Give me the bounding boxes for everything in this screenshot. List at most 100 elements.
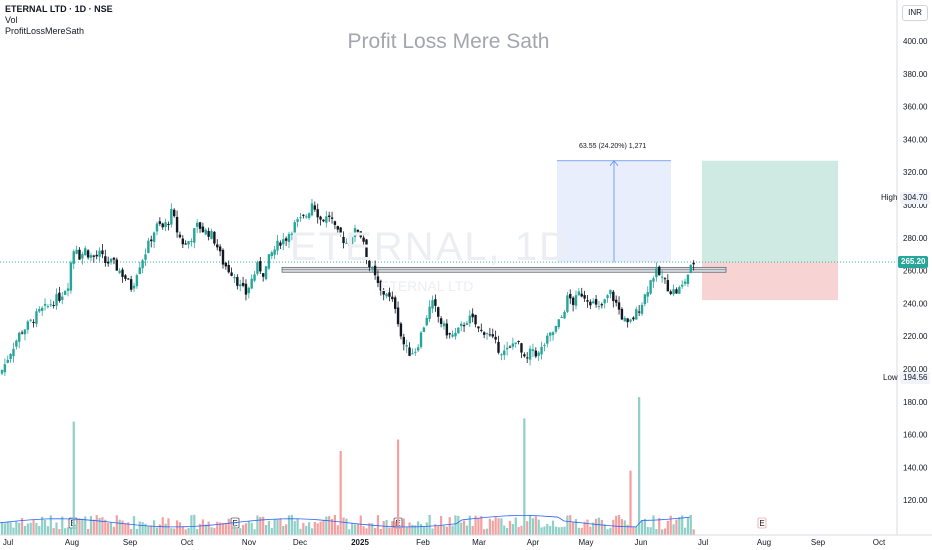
volume-bar <box>270 528 273 535</box>
symbol-line[interactable]: ETERNAL LTD · 1D · NSE <box>5 4 113 14</box>
candle <box>523 354 526 357</box>
x-tick-label: Oct <box>181 538 194 547</box>
candle <box>629 319 632 322</box>
candle <box>170 209 173 225</box>
candle <box>680 284 684 287</box>
volume-bar <box>333 515 337 535</box>
candle <box>460 323 463 327</box>
volume-bar <box>692 529 695 535</box>
candle <box>368 260 371 268</box>
volume-bar <box>526 521 529 535</box>
indicator-vol[interactable]: Vol <box>5 15 18 25</box>
volume-bar <box>391 521 394 535</box>
volume-bar <box>689 514 692 535</box>
volume-bar <box>574 519 578 535</box>
volume-bar <box>445 526 448 535</box>
y-tick-label: 340.00 <box>903 135 928 144</box>
volume-bar <box>241 524 245 535</box>
volume-bar <box>127 522 130 535</box>
volume-bar <box>462 520 466 535</box>
candle <box>434 299 437 306</box>
volume-bar <box>287 515 291 535</box>
volume-bar <box>158 524 161 535</box>
candle <box>569 294 572 299</box>
candle <box>201 226 205 233</box>
candle <box>540 346 543 355</box>
candle <box>399 323 403 337</box>
x-tick-label: Sep <box>811 538 826 547</box>
x-tick-label: Feb <box>416 538 430 547</box>
volume-bar <box>247 520 250 535</box>
volume-bar <box>589 526 592 535</box>
volume-bar <box>629 470 632 535</box>
volume-bar <box>348 529 351 535</box>
candle <box>600 304 604 306</box>
candle <box>239 284 242 287</box>
low-value: 194.56 <box>900 372 931 384</box>
candle <box>365 239 368 259</box>
volume-bar <box>563 526 566 535</box>
y-tick-label: 300.00 <box>903 201 928 210</box>
volume-bar <box>594 518 598 535</box>
candle <box>419 332 423 348</box>
volume-bar <box>520 525 523 535</box>
volume-bar <box>606 529 609 535</box>
candle <box>155 223 159 232</box>
candle <box>546 335 549 344</box>
y-tick-label: 320.00 <box>903 168 928 177</box>
volume-bar <box>600 519 603 535</box>
candle <box>393 297 397 309</box>
volume-bar <box>61 516 64 535</box>
volume-bar <box>517 527 520 535</box>
currency-button[interactable]: INR <box>902 5 928 21</box>
x-tick-label: Aug <box>757 538 771 547</box>
volume-bar <box>173 528 176 535</box>
candle <box>241 282 245 286</box>
volume-bar <box>454 515 457 535</box>
volume-bar <box>164 523 167 535</box>
candle <box>503 350 506 356</box>
candle <box>227 265 230 273</box>
volume-bar <box>557 527 560 535</box>
indicator-name[interactable]: ProfitLossMereSath <box>5 26 85 36</box>
candle <box>609 289 612 295</box>
candle <box>356 229 360 232</box>
volume-bar <box>115 515 118 535</box>
volume-bar <box>264 525 268 535</box>
volume-bar <box>35 522 38 535</box>
candle <box>371 267 374 269</box>
volume-bar <box>494 516 497 535</box>
volume-bar <box>417 521 420 535</box>
candle <box>52 304 55 306</box>
drawing-overlays[interactable]: EEEE <box>0 160 897 529</box>
candle <box>471 313 474 318</box>
volume-bar <box>351 523 354 535</box>
candle <box>500 354 503 356</box>
candle <box>379 280 383 291</box>
candle <box>84 248 87 256</box>
candle <box>296 219 299 222</box>
volume-bar <box>184 529 187 535</box>
candle <box>396 307 400 325</box>
candle <box>167 223 170 225</box>
volume-bar <box>161 517 164 535</box>
y-tick-label: 260.00 <box>903 267 928 276</box>
volume-bar <box>9 522 12 535</box>
candle <box>204 229 207 235</box>
candle <box>307 213 311 219</box>
volume-bar <box>491 520 494 535</box>
candle <box>491 334 494 337</box>
volume-bar <box>78 518 81 535</box>
volume-bar <box>497 518 500 535</box>
volume-bar <box>597 517 601 535</box>
volume-bar <box>256 515 259 535</box>
candle <box>577 291 581 296</box>
candle <box>646 292 649 297</box>
candle <box>485 332 489 334</box>
volume-bar <box>259 517 262 535</box>
candle <box>95 254 98 257</box>
candle <box>345 242 348 244</box>
symbol-watermark-sub: ETERNAL LTD <box>380 278 474 294</box>
candle <box>81 254 84 259</box>
